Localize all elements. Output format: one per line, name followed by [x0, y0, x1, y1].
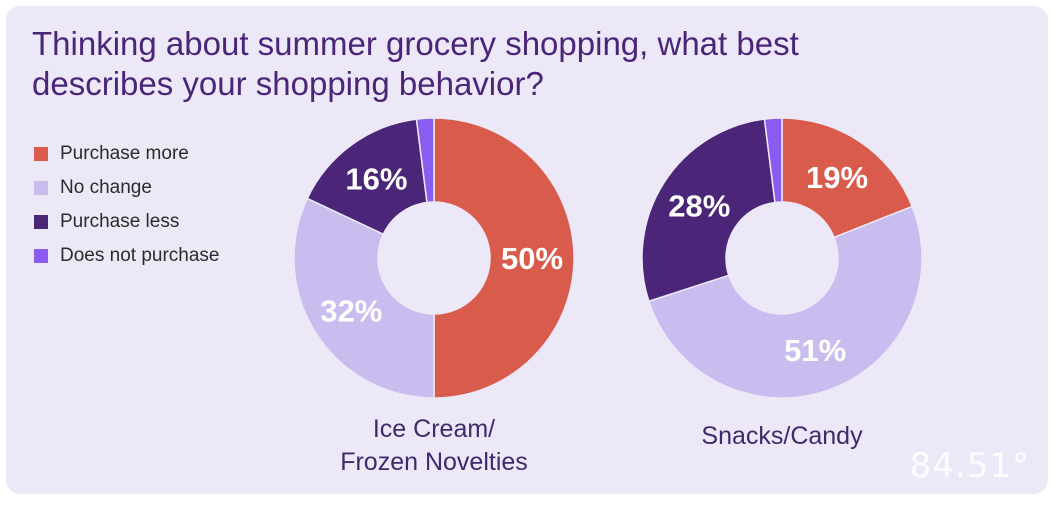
- legend-item-no-change: No change: [34, 171, 220, 205]
- legend-item-purchase-less: Purchase less: [34, 205, 220, 239]
- legend-item-purchase-more: Purchase more: [34, 137, 220, 171]
- donut-2-slice-does-not-purchase: [763, 117, 783, 204]
- donut-1-label-purchase-more: 50%: [501, 241, 563, 276]
- donut-2-category-label: Snacks/Candy: [701, 422, 863, 450]
- donut-1-slice-no-change: [293, 197, 435, 399]
- legend-label: No change: [60, 177, 152, 198]
- legend-item-does-not-purchase: Does not purchase: [34, 239, 220, 273]
- legend-label: Purchase more: [60, 143, 189, 164]
- donut-1-category-label: Ice Cream/: [373, 415, 495, 443]
- legend-swatch: [34, 147, 48, 161]
- legend: Purchase more No change Purchase less Do…: [34, 137, 220, 273]
- donut-1-label-no-change: 32%: [320, 294, 382, 329]
- legend-swatch: [34, 215, 48, 229]
- brand-logo: 84.51°: [909, 446, 1030, 486]
- donut-1-slice-purchase-less: [306, 118, 428, 236]
- donut-1-label-purchase-less: 16%: [345, 162, 407, 197]
- donut-2-label-no-change: 51%: [784, 333, 846, 368]
- legend-swatch: [34, 181, 48, 195]
- donut-2-slice-purchase-less: [641, 118, 776, 303]
- legend-swatch: [34, 249, 48, 263]
- donut-1-category-label: Frozen Novelties: [340, 448, 528, 476]
- donut-2-slice-no-change: [647, 205, 923, 399]
- legend-label: Does not purchase: [60, 245, 220, 266]
- donut-2-label-purchase-more: 19%: [806, 160, 868, 195]
- donut-2-label-purchase-less: 28%: [668, 188, 730, 223]
- donut-2-slice-purchase-more: [781, 117, 914, 239]
- chart-title: Thinking about summer grocery shopping, …: [32, 25, 799, 102]
- legend-label: Purchase less: [60, 211, 180, 232]
- donut-1-slice-purchase-more: [433, 117, 575, 399]
- donut-1-slice-does-not-purchase: [415, 117, 435, 204]
